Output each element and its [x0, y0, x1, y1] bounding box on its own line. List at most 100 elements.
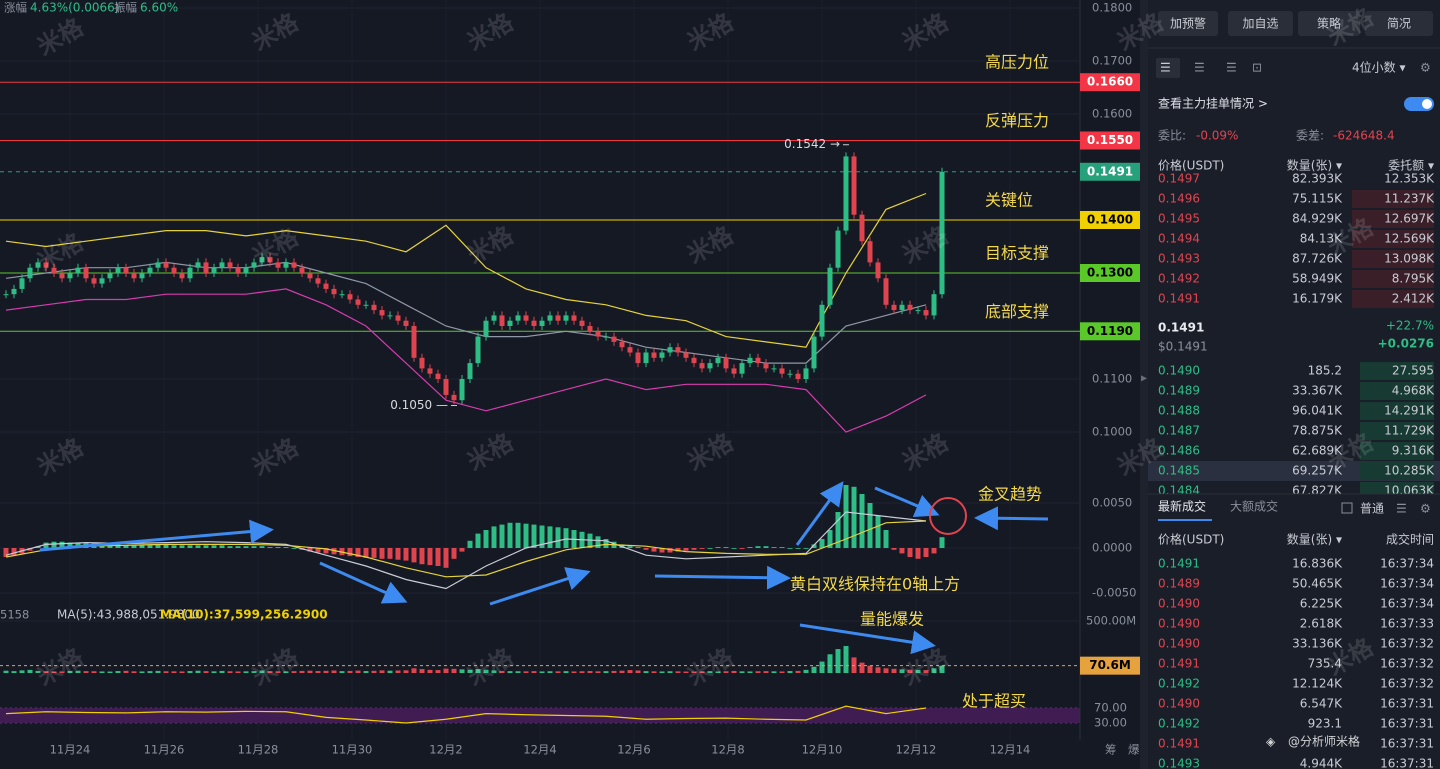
splitter[interactable] [1140, 0, 1148, 769]
depth-bar [1352, 190, 1434, 208]
volume-ma10: MA(10):37,599,256.2900 [160, 608, 328, 622]
checkbox-label[interactable]: 普通 [1360, 502, 1384, 516]
volume-bar [651, 671, 657, 673]
panel-button-label[interactable]: 加预警 [1170, 16, 1206, 31]
volume-bar [635, 670, 641, 673]
candle-body [379, 310, 385, 316]
volume-bar [531, 671, 537, 673]
view-icon[interactable]: ⊡ [1252, 61, 1262, 75]
ratio: -0.09% [1196, 129, 1238, 143]
volume-bar [235, 671, 241, 673]
price-cell: 0.1496 [1158, 192, 1200, 206]
volume-bar [667, 671, 673, 673]
volume-bar [179, 671, 185, 673]
macd-bar [171, 545, 177, 548]
candle-body [683, 352, 689, 358]
level-tag [1080, 264, 1140, 282]
macd-bar [203, 545, 209, 548]
corner-label: 爆 [1128, 743, 1140, 757]
candle-body [811, 336, 817, 369]
view-icon[interactable]: ☰ [1160, 61, 1171, 75]
settings-icon[interactable]: ⚙ [1420, 61, 1431, 75]
indicator-line [5, 288, 927, 433]
macd-bar [259, 546, 265, 548]
candle-body [763, 363, 769, 369]
candle-body [907, 304, 913, 311]
tab[interactable]: 大额成交 [1230, 499, 1278, 514]
filter-icon[interactable]: ☰ [1396, 502, 1407, 516]
volume-bar [603, 671, 609, 673]
macd-bar [11, 548, 17, 557]
macd-bar [59, 541, 65, 548]
panel-button[interactable] [1228, 11, 1293, 36]
volume-bar [779, 671, 785, 673]
volume-bar [43, 671, 49, 673]
price-cell: 0.1490 [1158, 697, 1200, 711]
level-tag [1080, 73, 1140, 92]
price-cell: 0.1487 [1158, 424, 1200, 438]
x-tick-label: 12月12 [896, 743, 937, 757]
decimals[interactable]: 4位小数 ▾ [1352, 60, 1405, 75]
col-header[interactable]: 委托额 ▾ [1388, 159, 1434, 173]
level-note: 高压力位 [985, 53, 1049, 72]
settings-icon[interactable]: ⚙ [1420, 502, 1431, 516]
macd-bar [803, 548, 809, 549]
candle-body [227, 262, 233, 268]
macd-bar [347, 548, 353, 557]
view-toggle[interactable] [1156, 58, 1180, 78]
qty-cell: 16.179K [1292, 292, 1343, 306]
volume-bar [563, 671, 569, 673]
candle-body [627, 347, 633, 353]
col-header[interactable]: 成交时间 [1386, 532, 1434, 547]
candle-body [235, 267, 241, 273]
volume-bar [483, 669, 489, 673]
candle-body [523, 315, 529, 321]
panel-button[interactable] [1158, 11, 1218, 36]
volume-bar [835, 649, 841, 673]
main-orders[interactable]: 查看主力挂单情况 > [1158, 97, 1268, 111]
candle-body [579, 320, 585, 326]
price-cell: 0.1489 [1158, 384, 1200, 398]
candle-body [507, 320, 513, 326]
price-cell: 0.1486 [1158, 444, 1200, 458]
candle-body [267, 257, 273, 263]
col-header[interactable]: 数量(张) ▾ [1287, 532, 1342, 547]
x-tick-label: 11月26 [144, 743, 185, 757]
y-tick-label: 30.00 [1094, 716, 1127, 730]
macd-bar [291, 548, 297, 549]
volume-bar [355, 670, 361, 673]
price-cell: 0.1485 [1158, 464, 1200, 478]
qty-cell: 16.836K [1292, 557, 1343, 571]
volume-bar [811, 666, 817, 673]
panel-button[interactable] [1298, 11, 1360, 36]
tab-active[interactable]: 最新成交 [1158, 499, 1206, 514]
indicator-line [5, 520, 927, 578]
panel-button-label[interactable]: 简况 [1387, 17, 1411, 31]
macd-bar [755, 546, 761, 548]
cover [1148, 494, 1440, 769]
splitter-handle[interactable]: ▸ [1141, 371, 1147, 385]
checkbox[interactable] [1341, 502, 1353, 514]
macd-bar [483, 530, 489, 548]
total-cell: 12.569K [1384, 232, 1435, 246]
panel-button-label[interactable]: 加自选 [1242, 17, 1278, 31]
volume-bar [475, 669, 481, 673]
volume-bar [451, 668, 457, 673]
price-cell: 0.1490 [1158, 617, 1200, 631]
volume-bar [99, 671, 105, 673]
depth-bar [1352, 250, 1434, 268]
panel-button[interactable] [1365, 11, 1433, 36]
x-tick-label: 12月2 [429, 743, 462, 757]
macd-bar [315, 548, 321, 553]
macd-bar [427, 548, 433, 566]
macd-bar [827, 530, 833, 548]
price-cell: 0.1497 [1158, 172, 1200, 186]
view-icon[interactable]: ☰ [1194, 61, 1205, 75]
view-icon[interactable]: ☰ [1226, 61, 1237, 75]
col-header[interactable]: 数量(张) ▾ [1287, 158, 1342, 173]
panel-button-label[interactable]: 策略 [1317, 16, 1341, 31]
annotation: 量能爆发 [860, 610, 924, 629]
level-tag-label: 0.1550 [1087, 133, 1133, 147]
candle-body [499, 315, 505, 326]
macd-bar [243, 546, 249, 548]
